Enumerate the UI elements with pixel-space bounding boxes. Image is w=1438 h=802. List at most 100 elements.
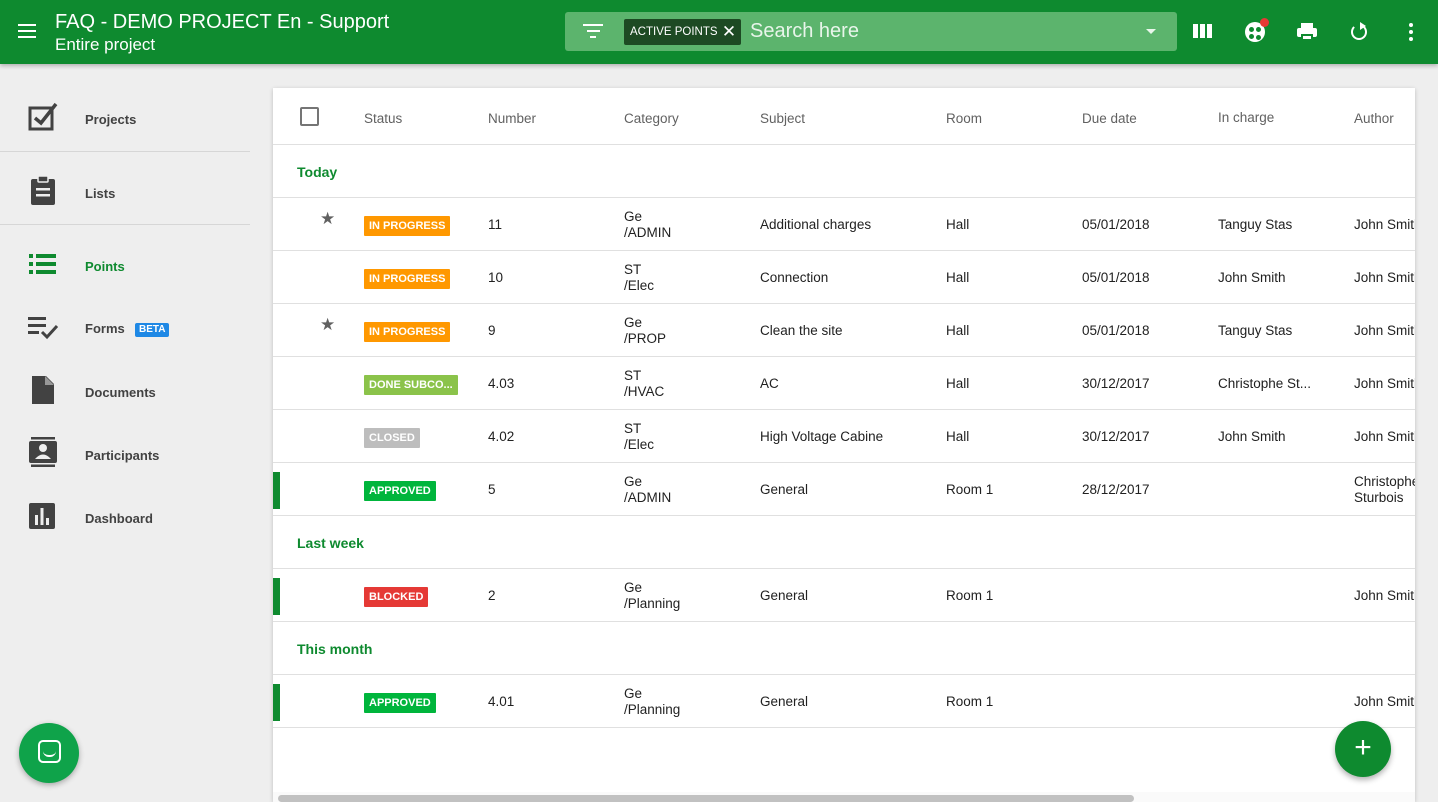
subject-cell: AC xyxy=(760,376,779,391)
sidebar-item-lists[interactable]: Lists xyxy=(0,162,250,222)
number-cell: 2 xyxy=(488,588,496,603)
room-cell: Hall xyxy=(946,323,970,338)
more-vert-icon[interactable] xyxy=(1399,20,1423,44)
author-cell: John Smith xyxy=(1354,270,1415,285)
column-header-author[interactable]: Author xyxy=(1354,111,1394,126)
palette-icon[interactable] xyxy=(1243,18,1269,44)
active-filter-chip[interactable]: ACTIVE POINTS ✕ xyxy=(624,19,741,45)
columns-icon[interactable] xyxy=(1191,20,1215,44)
in-charge-cell: Tanguy Stas xyxy=(1218,217,1293,232)
author-cell: John Smith xyxy=(1354,376,1415,391)
sidebar-item-documents[interactable]: Documents xyxy=(0,361,250,421)
number-cell: 4.02 xyxy=(488,429,515,444)
in-charge-cell: John Smith xyxy=(1218,270,1286,285)
room-cell: Hall xyxy=(946,217,970,232)
filter-icon[interactable] xyxy=(583,24,603,40)
in-charge-cell: Tanguy Stas xyxy=(1218,323,1293,338)
horizontal-scrollbar[interactable] xyxy=(273,792,1415,802)
chat-launcher-button[interactable] xyxy=(19,723,79,783)
category-cell-line: Ge xyxy=(624,315,643,330)
room-cell: Room 1 xyxy=(946,694,994,709)
close-icon[interactable]: ✕ xyxy=(721,22,737,41)
category-cell-line: Ge xyxy=(624,474,643,489)
add-point-button[interactable]: + xyxy=(1335,721,1391,777)
sidebar-item-participants[interactable]: Participants xyxy=(0,424,250,484)
group-label: Last week xyxy=(297,535,364,551)
table-row[interactable]: BLOCKED 2 Ge/Planning General Room 1 John Smi… xyxy=(273,569,1415,622)
subject-cell: General xyxy=(760,482,809,497)
category-cell-line: /Elec xyxy=(624,278,655,293)
number-cell: 4.03 xyxy=(488,376,515,391)
group-header: This month xyxy=(273,622,1415,675)
table-row[interactable]: DONE SUBCO... 4.03 ST/HVAC AC Hall 30/12/2017… xyxy=(273,357,1415,410)
subject-cell: Connection xyxy=(760,270,829,285)
due-date-cell: 30/12/2017 xyxy=(1082,429,1150,444)
checklist-icon xyxy=(28,317,58,340)
status-badge: DONE SUBCO... xyxy=(364,375,458,395)
author-cell-line: Christophe xyxy=(1354,474,1415,489)
column-header-subject[interactable]: Subject xyxy=(760,111,806,126)
chevron-down-icon[interactable] xyxy=(1146,29,1156,34)
sidebar-item-label: Points xyxy=(85,259,125,274)
group-header: Last week xyxy=(273,516,1415,569)
contacts-icon xyxy=(29,437,57,467)
search-input[interactable] xyxy=(750,18,1130,45)
table-row[interactable]: ★ IN PROGRESS 9 Ge/PROP Clean the site Hall 05… xyxy=(273,304,1415,357)
category-cell: Ge/PROP xyxy=(624,315,666,347)
list-icon xyxy=(29,254,56,274)
sidebar: Projects Lists Points Forms BETA xyxy=(0,64,273,802)
status-badge: APPROVED xyxy=(364,693,436,713)
refresh-icon[interactable] xyxy=(1347,20,1371,44)
room-cell: Hall xyxy=(946,429,970,444)
number-cell: 5 xyxy=(488,482,496,497)
sidebar-item-label: Forms xyxy=(85,321,125,336)
column-header-number[interactable]: Number xyxy=(488,111,537,126)
sidebar-item-label: Documents xyxy=(85,385,156,400)
checkbox-icon xyxy=(28,102,58,131)
number-cell: 4.01 xyxy=(488,694,515,709)
table-row[interactable]: IN PROGRESS 10 ST/Elec Connection Hall 05/01/… xyxy=(273,251,1415,304)
beta-badge: BETA xyxy=(135,323,170,337)
column-header-status[interactable]: Status xyxy=(364,111,403,126)
column-header-category[interactable]: Category xyxy=(624,111,679,126)
scrollbar-thumb[interactable] xyxy=(278,795,1134,802)
print-icon[interactable] xyxy=(1295,20,1319,44)
author-cell: Christophe Sturbois xyxy=(1354,474,1415,506)
menu-icon[interactable] xyxy=(14,20,40,44)
divider xyxy=(0,151,250,152)
sidebar-item-label: Projects xyxy=(85,112,137,127)
star-icon[interactable]: ★ xyxy=(320,209,336,228)
sidebar-item-projects[interactable]: Projects xyxy=(0,90,250,150)
column-header-room[interactable]: Room xyxy=(946,111,983,126)
select-all-checkbox[interactable] xyxy=(300,107,319,126)
subject-cell: High Voltage Cabine xyxy=(760,429,884,444)
status-badge: IN PROGRESS xyxy=(364,269,451,289)
sidebar-item-forms[interactable]: Forms BETA xyxy=(0,298,250,358)
group-label: This month xyxy=(297,641,373,657)
column-header-in-charge[interactable]: In charge xyxy=(1218,110,1275,125)
table-row[interactable]: CLOSED 4.02 ST/Elec High Voltage Cabine Hall… xyxy=(273,410,1415,463)
column-header-due-date[interactable]: Due date xyxy=(1082,111,1137,126)
category-cell-line: /PROP xyxy=(624,331,667,346)
category-cell-line: /Planning xyxy=(624,702,681,717)
number-cell: 9 xyxy=(488,323,496,338)
chart-icon xyxy=(29,503,55,529)
divider xyxy=(0,224,250,225)
category-cell-line: /ADMIN xyxy=(624,225,672,240)
room-cell: Hall xyxy=(946,376,970,391)
number-cell: 11 xyxy=(488,217,503,232)
category-cell-line: /HVAC xyxy=(624,384,665,399)
room-cell: Room 1 xyxy=(946,588,994,603)
sidebar-item-dashboard[interactable]: Dashboard xyxy=(0,487,250,547)
table-row[interactable]: ★ IN PROGRESS 11 Ge/ADMIN Additional charges… xyxy=(273,198,1415,251)
chat-icon xyxy=(38,740,61,763)
sidebar-item-label: Dashboard xyxy=(85,511,153,526)
notification-dot xyxy=(1260,18,1269,27)
author-cell: John Smith xyxy=(1354,588,1415,603)
chip-label: ACTIVE POINTS xyxy=(630,26,718,38)
table-row[interactable]: APPROVED 5 Ge/ADMIN General Room 1 28/12/2017… xyxy=(273,463,1415,516)
sidebar-item-points[interactable]: Points xyxy=(0,235,250,295)
category-cell-line: ST xyxy=(624,368,642,383)
star-icon[interactable]: ★ xyxy=(320,315,336,334)
table-row[interactable]: APPROVED 4.01 Ge/Planning General Room 1 John… xyxy=(273,675,1415,728)
